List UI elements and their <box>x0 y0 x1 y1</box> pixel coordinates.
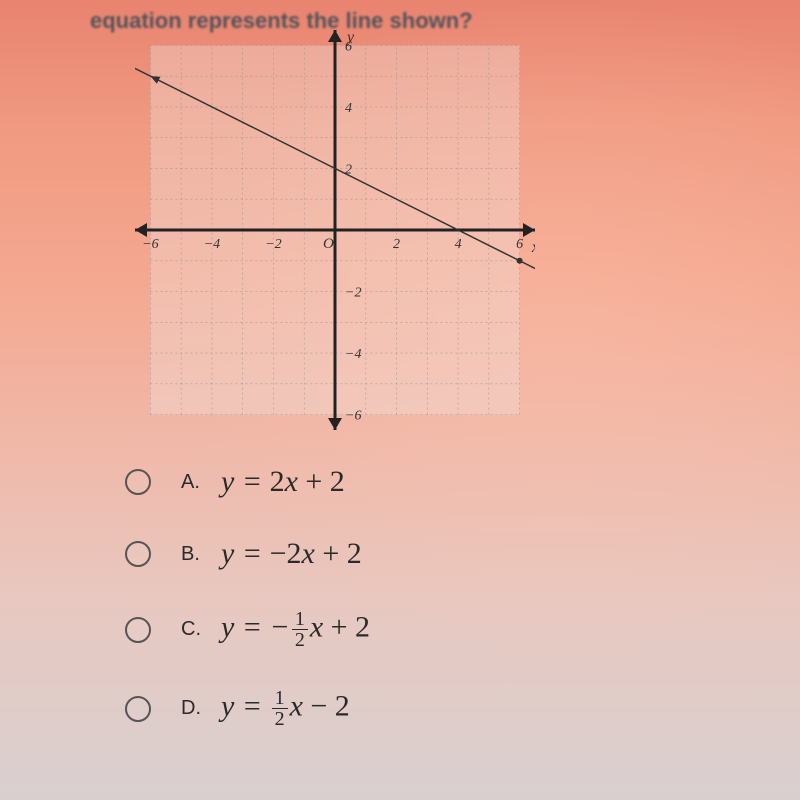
svg-text:−4: −4 <box>204 237 220 252</box>
equation-d: y = 12x − 2 <box>221 688 350 729</box>
radio-b[interactable] <box>125 541 151 567</box>
svg-text:6: 6 <box>516 237 523 252</box>
svg-text:−2: −2 <box>345 286 361 301</box>
equation-c: y = −12x + 2 <box>221 609 370 650</box>
radio-a[interactable] <box>125 469 151 495</box>
svg-text:−6: −6 <box>142 237 158 252</box>
svg-text:O: O <box>323 236 334 252</box>
option-letter: C. <box>181 618 203 641</box>
radio-c[interactable] <box>125 617 151 643</box>
svg-text:−4: −4 <box>345 347 361 362</box>
answer-options: A. y = 2x + 2 B. y = −2x + 2 C. y = −12x… <box>125 465 625 767</box>
radio-d[interactable] <box>125 696 151 722</box>
option-c[interactable]: C. y = −12x + 2 <box>125 609 625 650</box>
option-a[interactable]: A. y = 2x + 2 <box>125 465 625 499</box>
svg-text:x: x <box>531 239 535 256</box>
option-letter: A. <box>181 471 203 494</box>
coordinate-graph: −6−6−4−4−2−2224466Oxy <box>135 30 535 430</box>
option-b[interactable]: B. y = −2x + 2 <box>125 537 625 571</box>
svg-text:−2: −2 <box>265 237 281 252</box>
option-letter: B. <box>181 543 203 566</box>
option-d[interactable]: D. y = 12x − 2 <box>125 688 625 729</box>
svg-text:4: 4 <box>345 101 352 116</box>
svg-text:4: 4 <box>455 237 462 252</box>
equation-b: y = −2x + 2 <box>221 537 362 571</box>
svg-text:2: 2 <box>393 237 400 252</box>
svg-text:−6: −6 <box>345 409 361 424</box>
equation-a: y = 2x + 2 <box>221 465 345 499</box>
svg-text:y: y <box>345 30 355 46</box>
option-letter: D. <box>181 697 203 720</box>
